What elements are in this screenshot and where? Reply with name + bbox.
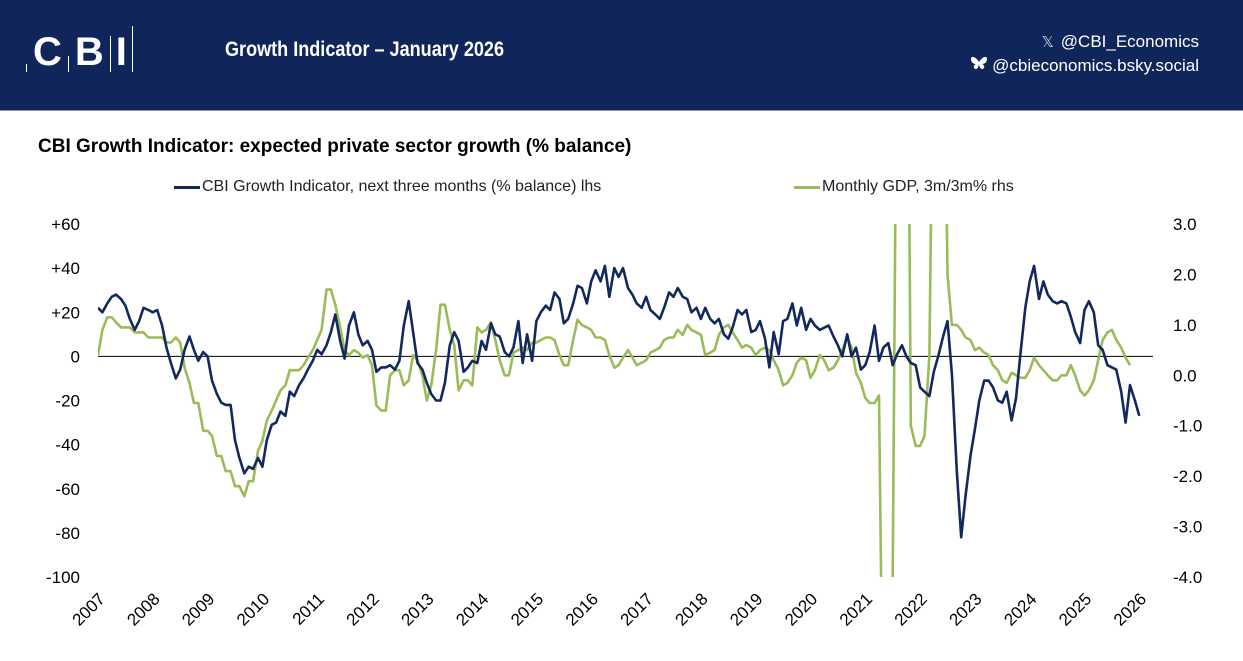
- x-tick-label: 2020: [781, 589, 821, 629]
- y-right-tick-label: 1.0: [1173, 316, 1197, 335]
- x-tick-label: 2022: [891, 589, 931, 629]
- y-right-tick-label: -1.0: [1173, 417, 1202, 436]
- x-handle: @CBI_Economics: [1060, 32, 1199, 51]
- logo-letter-c: C: [33, 30, 62, 74]
- y-right-tick-label: 2.0: [1173, 265, 1197, 284]
- x-tick-label: 2018: [672, 589, 712, 629]
- y-right-tick-label: -2.0: [1173, 467, 1202, 486]
- y-left-tick-label: -100: [46, 568, 80, 587]
- x-tick-label: 2025: [1055, 589, 1095, 629]
- legend-item-gdp: Monthly GDP, 3m/3m% rhs: [794, 178, 1014, 196]
- social-x[interactable]: 𝕏 @CBI_Economics: [970, 30, 1199, 54]
- x-tick-label: 2015: [507, 589, 547, 629]
- y-left-tick-label: 0: [71, 347, 80, 366]
- x-tick-label: 2019: [726, 589, 766, 629]
- x-tick-label: 2007: [69, 589, 109, 629]
- x-tick-label: 2021: [836, 589, 876, 629]
- x-tick-label: 2017: [617, 589, 657, 629]
- y-left-tick-label: -20: [55, 392, 80, 411]
- chart-title: CBI Growth Indicator: expected private s…: [38, 136, 632, 157]
- legend-label-gdp: Monthly GDP, 3m/3m% rhs: [822, 178, 1014, 195]
- series-line-cbi-growth-indicator: [98, 264, 1141, 539]
- y-right-tick-label: -4.0: [1173, 568, 1202, 587]
- social-bluesky[interactable]: @cbieconomics.bsky.social: [970, 54, 1199, 77]
- y-left-tick-label: +40: [51, 259, 80, 278]
- y-left-tick-label: +20: [51, 303, 80, 322]
- y-left-tick-label: +60: [51, 215, 80, 234]
- logo-letter-b: B: [74, 30, 104, 74]
- logo-letter-i: I: [115, 30, 127, 74]
- y-right-tick-label: 3.0: [1173, 215, 1197, 234]
- x-tick-label: 2013: [397, 589, 437, 629]
- y-left-tick-label: -60: [55, 480, 80, 499]
- bluesky-butterfly-icon: [970, 54, 988, 77]
- y-left-tick-label: -80: [55, 524, 80, 543]
- x-icon: 𝕏: [1041, 34, 1054, 51]
- legend-label-cbi: CBI Growth Indicator, next three months …: [202, 178, 602, 195]
- x-tick-label: 2016: [562, 589, 602, 629]
- y-right-tick-label: 0.0: [1173, 366, 1197, 385]
- y-axis-left: +60 +40 +20 0 -20 -40 -60 -80 -100: [46, 215, 80, 587]
- x-tick-label: 2011: [289, 589, 328, 628]
- x-tick-label: 2026: [1110, 589, 1150, 629]
- report-title: Growth Indicator – January 2026: [225, 38, 505, 61]
- y-left-tick-label: -40: [55, 436, 80, 455]
- x-tick-label: 2023: [946, 589, 986, 629]
- y-axis-right: 3.0 2.0 1.0 0.0 -1.0 -2.0 -3.0 -4.0: [1173, 215, 1202, 587]
- legend-item-cbi: CBI Growth Indicator, next three months …: [174, 178, 601, 196]
- social-handles: 𝕏 @CBI_Economics @cbieconomics.bsky.socia…: [970, 30, 1199, 77]
- bluesky-handle: @cbieconomics.bsky.social: [992, 56, 1199, 75]
- legend-swatch-gdp: [794, 185, 820, 189]
- x-axis: 2007 2008 2009 2010 2011 2012 2013 2014 2015 2016…: [69, 589, 1150, 629]
- header-banner: C B I Growth Indicator – January 2026 𝕏 @…: [0, 0, 1243, 111]
- x-tick-label: 2008: [123, 589, 163, 629]
- x-tick-label: 2024: [1000, 589, 1040, 629]
- cbi-logo: C B I: [26, 22, 133, 72]
- x-tick-label: 2009: [178, 589, 218, 629]
- y-right-tick-label: -3.0: [1173, 518, 1202, 537]
- x-tick-label: 2012: [343, 589, 383, 629]
- x-tick-label: 2014: [452, 589, 492, 629]
- x-tick-label: 2010: [233, 589, 273, 629]
- legend-swatch-cbi: [174, 185, 200, 189]
